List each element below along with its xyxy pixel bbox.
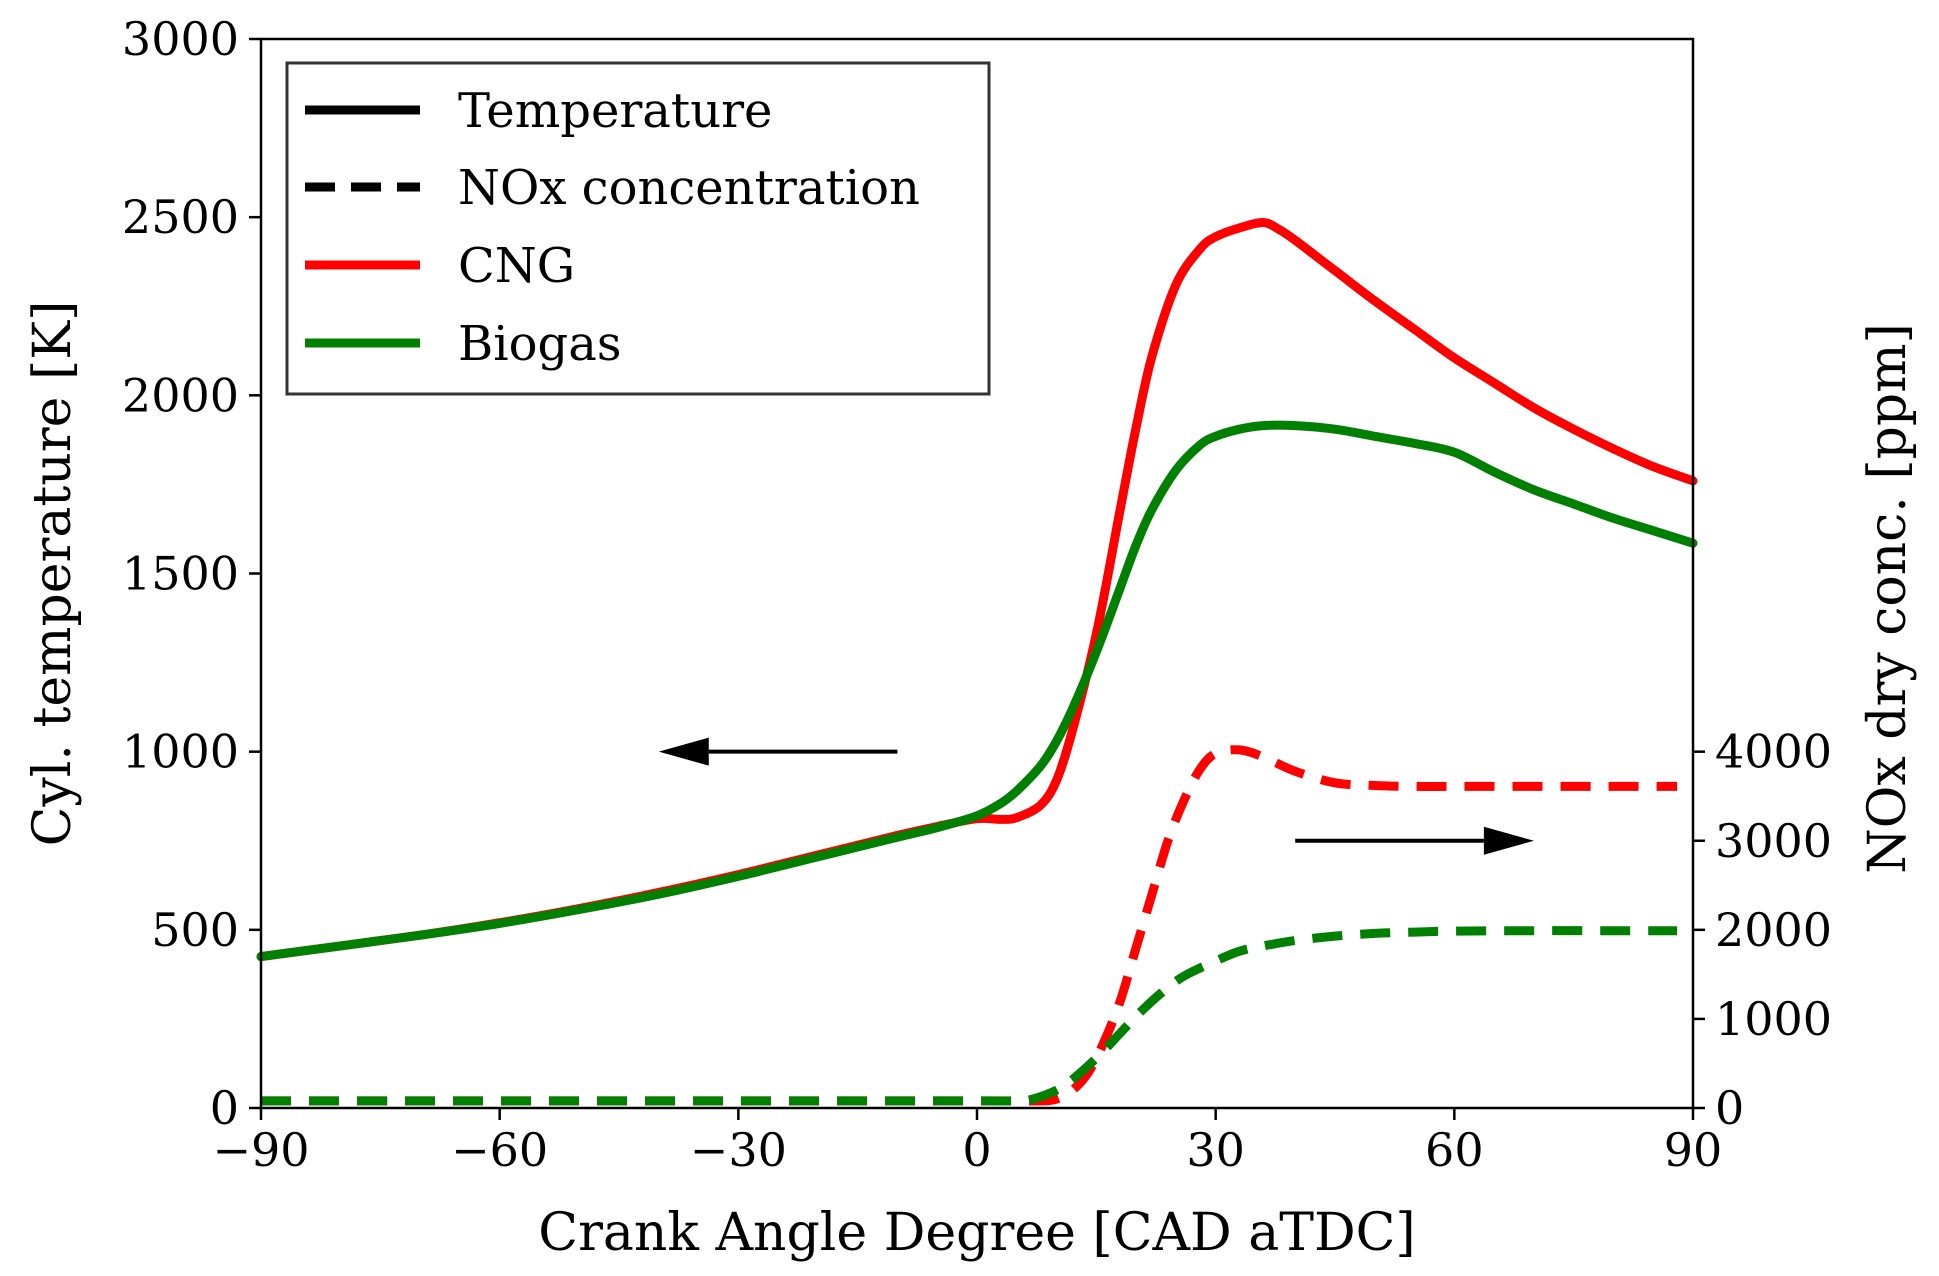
right-y-axis-ticks: 0 1000 2000 3000 4000 [1693,725,1832,1135]
left-y-tick-label: 1500 [122,547,239,601]
legend-label: Temperature [458,83,772,139]
left-y-tick-label: 500 [151,903,239,957]
left-y-axis-ticks: 0 500 1000 1500 2000 2500 3000 [122,12,261,1135]
series-layer [256,217,1698,1106]
x-tick-label: −60 [451,1123,548,1177]
x-tick-label: −90 [212,1123,309,1177]
x-tick-label: −30 [690,1123,787,1177]
legend-item-temperature: Temperature [305,83,772,139]
legend-item-nox-concentration: NOx concentration [305,160,920,216]
x-tick-label: 90 [1664,1123,1723,1177]
x-axis-ticks: −90 −60 −30 0 30 60 90 [212,1108,1722,1177]
arrow-right [1295,826,1534,855]
right-y-tick-label: 3000 [1715,814,1832,868]
right-y-tick-label: 2000 [1715,903,1832,957]
legend-item-cng: CNG [305,238,575,294]
legend-label: Biogas [458,316,622,372]
x-tick-label: 60 [1425,1123,1484,1177]
right-y-axis-title: NOx dry conc. [ppm] [1858,323,1918,874]
x-axis-title: Crank Angle Degree [CAD aTDC] [538,1203,1415,1263]
x-tick-label: 30 [1186,1123,1245,1177]
left-y-tick-label: 3000 [122,12,239,66]
right-y-tick-label: 1000 [1715,992,1832,1046]
legend-item-biogas: Biogas [305,316,622,372]
left-y-tick-label: 1000 [122,725,239,779]
left-y-tick-label: 2500 [122,190,239,244]
legend: Temperature NOx concentration CNG Biogas [285,61,991,396]
arrow-annotations [658,737,1534,855]
right-y-tick-label: 0 [1715,1081,1744,1135]
x-tick-label: 0 [962,1123,991,1177]
legend-label: NOx concentration [458,160,920,216]
biogas-nox-line [261,926,1678,1106]
arrow-left [658,737,898,766]
left-y-tick-label: 2000 [122,368,239,422]
left-y-axis-title: Cyl. temperature [K] [23,301,83,847]
left-y-tick-label: 0 [210,1081,239,1135]
legend-label: CNG [458,238,575,294]
biogas-temperature-line [256,420,1698,962]
right-y-tick-label: 4000 [1715,725,1832,779]
